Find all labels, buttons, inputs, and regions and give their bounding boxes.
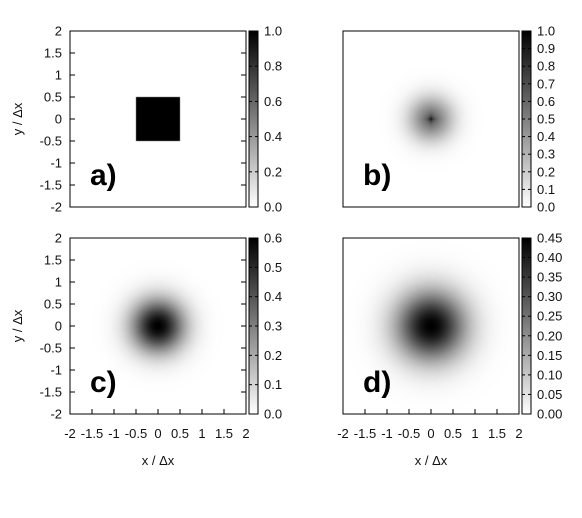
colorbar-tick-label: 0.1 (537, 182, 555, 197)
x-tick-label: 1 (471, 426, 478, 441)
colorbar (521, 237, 532, 415)
colorbar-tick-label: 0.0 (264, 407, 282, 422)
colorbar-tick-label: 0.25 (537, 309, 562, 324)
colorbar-tick-label: 1.0 (264, 24, 282, 39)
x-tick-label: 1.5 (488, 426, 506, 441)
heatmap-4 (343, 238, 519, 414)
colorbar-tick-label: 0.3 (537, 147, 555, 162)
panel-label: c) (90, 366, 117, 399)
x-tick-label: 1 (198, 426, 205, 441)
y-tick-label: 2 (55, 24, 62, 39)
y-tick-label: -2 (50, 200, 62, 215)
x-tick-label: 0 (427, 426, 434, 441)
y-tick-label: 1.5 (44, 46, 62, 61)
colorbar-tick-label: 0.6 (264, 94, 282, 109)
panel-3: -2 -1.5 -1 -0.5 0 0.5 1 1.5 2 -2 -1.5 -1 -0.5 0 0.5 1 1.… (10, 231, 282, 469)
heatmap-3 (70, 238, 246, 414)
colorbar-tick-label: 0.4 (537, 129, 555, 144)
colorbar-tick-label: 0.2 (264, 164, 282, 179)
y-tick-label: 0 (55, 112, 62, 127)
colorbar-tick-label: 0.30 (537, 289, 562, 304)
colorbar-tick-label: 0.35 (537, 270, 562, 285)
heatmap-1 (70, 31, 246, 207)
x-tick-label: -1 (108, 426, 120, 441)
colorbar-tick-label: 0.45 (537, 231, 562, 246)
x-axis-label: x / Δx (415, 453, 448, 468)
y-tick-label: 0.5 (44, 297, 62, 312)
y-tick-label: 1 (55, 68, 62, 83)
x-tick-label: -0.5 (398, 426, 420, 441)
colorbar-tick-label: 1.0 (537, 24, 555, 39)
x-tick-label: 2 (242, 426, 249, 441)
colorbar-tick-label: 0.5 (537, 112, 555, 127)
y-tick-label: -1.5 (40, 178, 62, 193)
y-axis-label: y / Δx (10, 309, 25, 342)
x-tick-label: -1.5 (354, 426, 376, 441)
panel-label: b) (363, 159, 391, 192)
x-tick-label: 1.5 (215, 426, 233, 441)
x-tick-label: -0.5 (125, 426, 147, 441)
colorbar-tick-label: 0.3 (264, 319, 282, 334)
colorbar-tick-label: 0.2 (537, 164, 555, 179)
colorbar-tick-label: 0.10 (537, 367, 562, 382)
colorbar-tick-label: 0.9 (537, 41, 555, 56)
colorbar-tick-label: 0.00 (537, 407, 562, 422)
colorbar-tick-label: 0.6 (264, 231, 282, 246)
colorbar-tick-label: 0.1 (264, 377, 282, 392)
y-tick-label: -1 (50, 363, 62, 378)
x-tick-label: -2 (337, 426, 349, 441)
colorbar-tick-label: 0.0 (537, 200, 555, 215)
x-tick-label: -2 (64, 426, 76, 441)
x-tick-label: -1.5 (81, 426, 103, 441)
x-axis-label: x / Δx (142, 453, 175, 468)
colorbar-tick-label: 0.15 (537, 348, 562, 363)
y-tick-label: -2 (50, 407, 62, 422)
y-tick-label: -1 (50, 156, 62, 171)
colorbar-tick-label: 0.4 (264, 129, 282, 144)
colorbar-tick-label: 0.2 (264, 348, 282, 363)
x-tick-label: 2 (515, 426, 522, 441)
panel-label: a) (90, 159, 117, 192)
panel-label: d) (363, 366, 391, 399)
x-tick-label: 0.5 (444, 426, 462, 441)
colorbar-tick-label: 0.20 (537, 328, 562, 343)
y-tick-label: -0.5 (40, 134, 62, 149)
y-tick-label: -1.5 (40, 385, 62, 400)
x-tick-label: 0.5 (171, 426, 189, 441)
colorbar-tick-label: 0.8 (264, 59, 282, 74)
panel-4: -2 -1.5 -1 -0.5 0 0.5 1 1.5 2 x / Δx d) 0.00 0.05 0.1… (337, 231, 562, 469)
x-tick-label: 0 (154, 426, 161, 441)
colorbar-tick-label: 0.05 (537, 387, 562, 402)
colorbar-tick-label: 0.5 (264, 260, 282, 275)
colorbar-tick-label: 0.4 (264, 289, 282, 304)
colorbar (248, 30, 259, 208)
panel-1: -2 -1.5 -1 -0.5 0 0.5 1 1.5 2 y / Δx a) 0.0 0.2 0.4 0.… (10, 24, 282, 215)
y-tick-label: -0.5 (40, 341, 62, 356)
panel-2: b) 0.0 0.1 0.2 0.3 0.4 0.5 0.6 0.7 0.8 0.9 1.0 (342, 24, 555, 215)
y-tick-label: 1 (55, 275, 62, 290)
colorbar-tick-label: 0.8 (537, 59, 555, 74)
colorbar-tick-label: 0.6 (537, 94, 555, 109)
y-axis-label: y / Δx (10, 102, 25, 135)
plot-frame (342, 30, 520, 208)
colorbar-tick-label: 0.7 (537, 76, 555, 91)
x-tick-label: -1 (381, 426, 393, 441)
colorbar-tick-label: 0.0 (264, 200, 282, 215)
colorbar-tick-label: 0.40 (537, 250, 562, 265)
y-tick-label: 0.5 (44, 90, 62, 105)
y-tick-label: 0 (55, 319, 62, 334)
heatmap-2 (343, 31, 519, 207)
y-tick-label: 1.5 (44, 253, 62, 268)
y-tick-label: 2 (55, 231, 62, 246)
